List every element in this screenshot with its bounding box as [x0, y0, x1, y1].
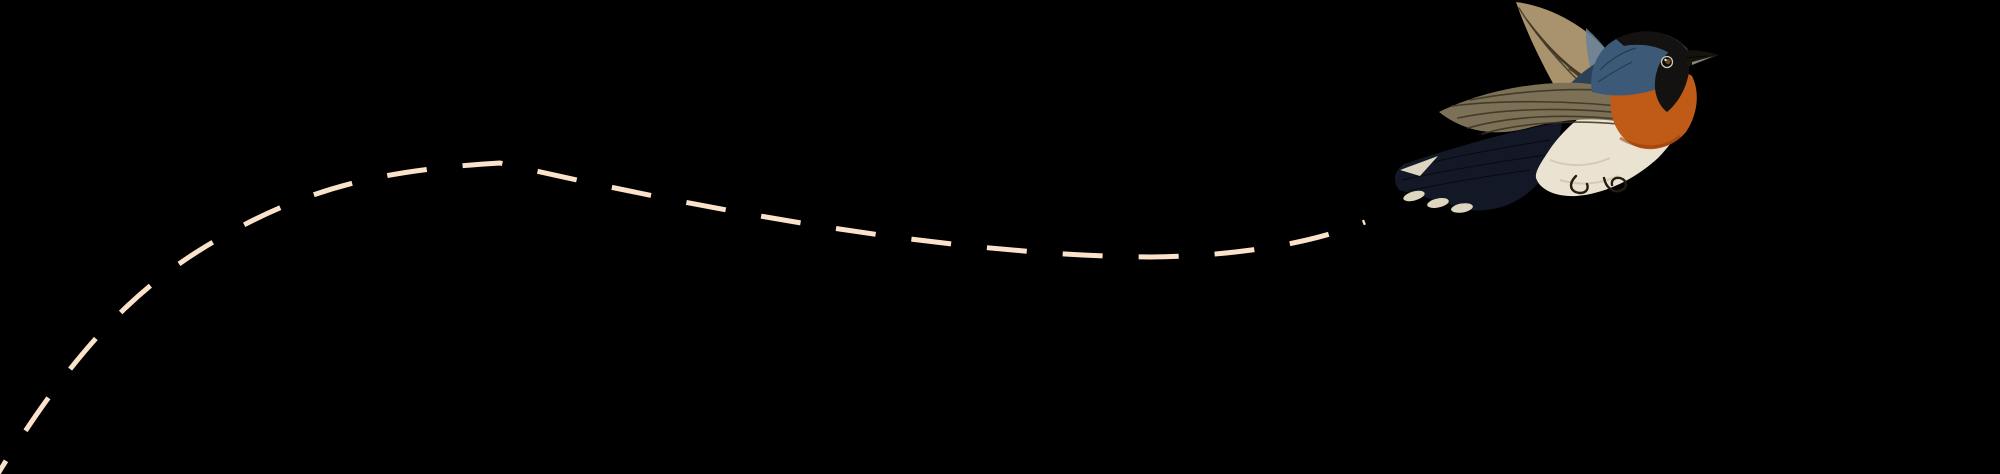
feet — [1569, 174, 1628, 195]
near-wing-shape — [1439, 82, 1649, 133]
breast-shading — [1619, 134, 1681, 149]
flight-path-dashed-line — [0, 160, 1366, 474]
head-feather-streaks — [1597, 47, 1637, 83]
eye-glint — [1664, 58, 1667, 62]
tail-upper-white-patch — [1400, 156, 1438, 176]
tail-shape — [1394, 122, 1562, 211]
belly-shading — [1549, 157, 1619, 185]
swallow-bird-illustration — [1394, 2, 1719, 213]
tail-tip-white-feathers — [1403, 190, 1473, 213]
beak-gape-line — [1685, 55, 1709, 59]
near-wing-feather-streaks — [1451, 88, 1637, 135]
eye — [1660, 55, 1674, 69]
beak-underside-shape — [1692, 56, 1714, 65]
eye-iris — [1665, 58, 1671, 65]
eye-ring — [1660, 55, 1674, 69]
